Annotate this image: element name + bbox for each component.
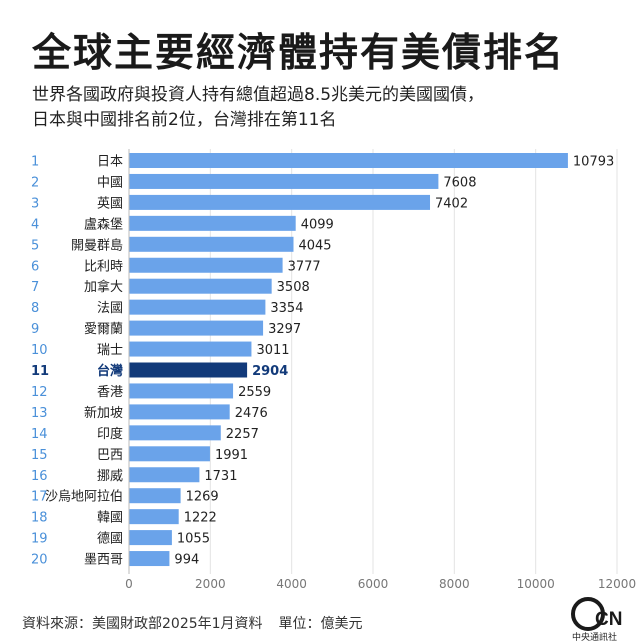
rank-label: 10	[31, 343, 48, 358]
rank-label: 17	[31, 490, 48, 505]
category-label: 瑞士	[97, 343, 123, 358]
footer: 資料來源：美國財政部2025年1月資料 單位：億美元	[22, 613, 363, 633]
cna-logo: CNA	[571, 597, 622, 631]
category-label: 印度	[97, 426, 123, 442]
unit-label: 單位：億美元	[278, 616, 363, 632]
category-label: 法國	[97, 301, 123, 316]
value-label: 2476	[235, 406, 268, 421]
category-label: 中國	[97, 175, 123, 190]
rank-label: 9	[31, 322, 39, 337]
value-label: 4099	[301, 217, 334, 232]
bar	[129, 425, 221, 441]
value-label: 3297	[268, 322, 301, 337]
data-source: 資料來源：美國財政部2025年1月資料	[22, 616, 263, 632]
category-label: 盧森堡	[84, 216, 123, 232]
chart-subtitle: 世界各國政府與投資人持有總值超過8.5兆美元的美國國債， 日本與中國排名前2位，…	[32, 83, 484, 133]
category-label: 沙烏地阿拉伯	[45, 489, 123, 505]
rank-label: 7	[31, 280, 39, 295]
rank-label: 16	[31, 469, 48, 484]
rank-label: 2	[31, 175, 39, 190]
category-label: 香港	[97, 385, 123, 400]
rank-label: 13	[31, 406, 48, 421]
rank-label: 14	[31, 427, 48, 442]
rank-label: 19	[31, 532, 48, 547]
value-label: 1055	[177, 532, 210, 547]
x-tick-label: 10000	[517, 577, 555, 591]
x-tick-label: 8000	[439, 577, 470, 591]
value-label: 4045	[298, 238, 331, 253]
category-label: 英國	[97, 196, 123, 211]
bar	[129, 257, 283, 273]
rank-label: 18	[31, 511, 48, 526]
value-label: 1731	[204, 469, 237, 484]
logo-text: CNA	[595, 609, 622, 630]
value-label: 3011	[256, 343, 289, 358]
rank-label: 15	[31, 448, 48, 463]
x-tick-label: 12000	[598, 577, 636, 591]
bar	[129, 467, 200, 483]
bar	[129, 362, 248, 378]
value-label: 2904	[252, 364, 288, 379]
value-label: 10793	[573, 155, 614, 170]
bar	[129, 173, 439, 189]
value-label: 2257	[226, 427, 259, 442]
category-label: 韓國	[97, 511, 123, 526]
category-label: 開曼群島	[71, 238, 123, 253]
bar	[129, 530, 172, 546]
rank-label: 5	[31, 238, 39, 253]
category-label: 愛爾蘭	[84, 321, 123, 337]
rank-label: 3	[31, 196, 39, 211]
rank-label: 6	[31, 259, 39, 274]
rank-label: 1	[31, 155, 39, 170]
chart-title: 全球主要經濟體持有美債排名	[32, 31, 566, 76]
rank-label: 11	[31, 364, 49, 379]
category-label: 日本	[97, 155, 123, 170]
category-label: 德國	[97, 532, 123, 547]
bar	[129, 341, 252, 357]
rank-label: 4	[31, 217, 39, 232]
x-tick-label: 6000	[358, 577, 389, 591]
category-label: 挪威	[97, 469, 123, 484]
category-label: 比利時	[84, 259, 123, 274]
value-label: 3354	[270, 301, 303, 316]
x-tick-label: 2000	[195, 577, 226, 591]
category-label: 加拿大	[84, 279, 123, 295]
x-tick-label: 0	[125, 577, 133, 591]
rank-label: 12	[31, 385, 48, 400]
value-label: 7608	[443, 175, 476, 190]
bar	[129, 488, 181, 504]
bar	[129, 299, 266, 315]
value-label: 1269	[186, 490, 219, 505]
bar	[129, 446, 210, 462]
bar	[129, 153, 568, 168]
bar	[129, 194, 431, 210]
value-label: 3777	[288, 259, 321, 274]
bar	[129, 236, 294, 252]
value-label: 2559	[238, 385, 271, 400]
bar	[129, 551, 170, 567]
value-label: 3508	[277, 280, 310, 295]
value-label: 994	[174, 553, 199, 568]
value-label: 1991	[215, 448, 248, 463]
bar	[129, 509, 179, 525]
bar	[129, 404, 230, 420]
category-label: 墨西哥	[84, 553, 123, 568]
subtitle-line-1: 世界各國政府與投資人持有總值超過8.5兆美元的美國國債，	[32, 85, 485, 105]
category-label: 台灣	[97, 363, 123, 379]
bar	[129, 278, 272, 294]
bar	[129, 215, 296, 231]
rank-label: 8	[31, 301, 39, 316]
x-tick-label: 4000	[276, 577, 307, 591]
bar	[129, 320, 264, 336]
value-label: 1222	[184, 511, 217, 526]
category-label: 新加坡	[84, 405, 123, 421]
rank-label: 20	[31, 553, 48, 568]
logo-subtext: 中央通訊社	[572, 633, 618, 643]
bar	[129, 383, 234, 399]
subtitle-line-2: 日本與中國排名前2位，台灣排在第11名	[32, 110, 337, 130]
value-label: 7402	[435, 196, 468, 211]
category-label: 巴西	[97, 448, 123, 463]
